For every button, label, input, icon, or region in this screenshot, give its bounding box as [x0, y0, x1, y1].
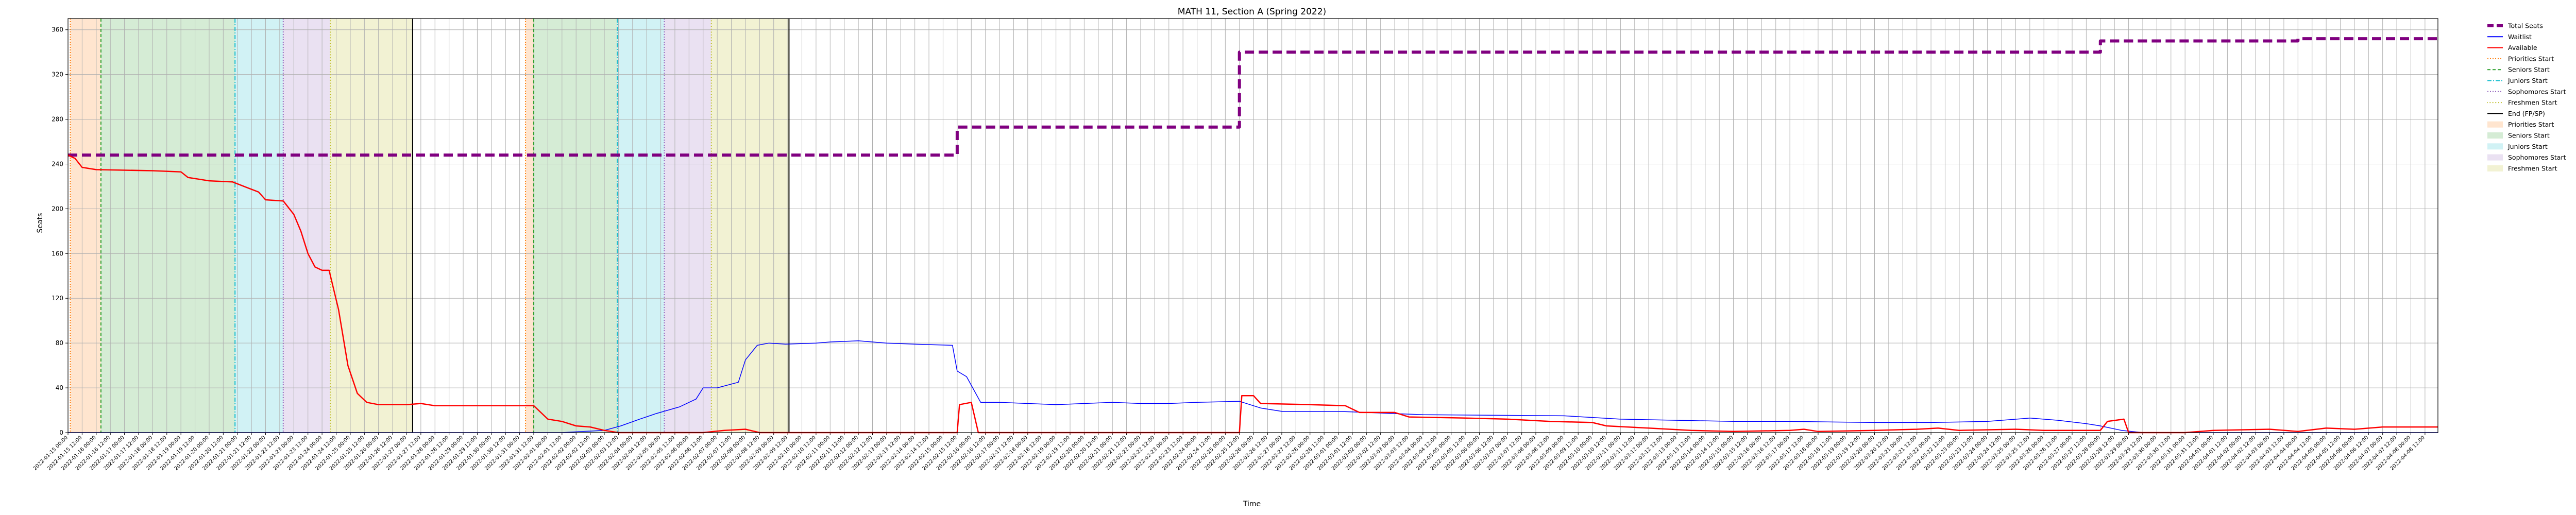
y-tick-label: 280 — [52, 116, 63, 123]
legend-label: Seniors Start — [2508, 132, 2550, 140]
axes-frame — [67, 18, 2438, 433]
period-band-priorities — [526, 19, 534, 433]
y-tick-label: 240 — [52, 160, 63, 167]
y-tick-label: 160 — [52, 250, 63, 257]
period-band-sophomores — [664, 19, 711, 433]
period-band-freshmen — [330, 19, 413, 433]
period-band-sophomores — [283, 19, 331, 433]
period-band-seniors — [100, 19, 235, 433]
legend-label: Freshmen Start — [2508, 99, 2557, 107]
y-tick-label: 360 — [52, 26, 63, 33]
period-band-juniors — [617, 19, 665, 433]
x-axis-label: Time — [1243, 500, 1261, 508]
legend: Total Seats Waitlist Available Priorities S… — [2487, 22, 2566, 172]
period-band-priorities — [70, 19, 101, 433]
legend-label: Priorities Start — [2508, 121, 2554, 128]
period-band-seniors — [534, 19, 618, 433]
legend-swatch-patch — [2487, 154, 2503, 161]
legend-swatch-patch — [2487, 121, 2503, 128]
legend-label: Seniors Start — [2508, 66, 2550, 74]
y-tick-label: 0 — [59, 429, 63, 436]
legend-label: Available — [2508, 44, 2537, 52]
y-tick-label: 200 — [52, 205, 63, 212]
legend-label: Sophomores Start — [2508, 88, 2566, 95]
legend-label: Sophomores Start — [2508, 153, 2566, 161]
legend-label: End (FP/SP) — [2508, 110, 2545, 117]
legend-label: Total Seats — [2507, 22, 2543, 30]
legend-label: Juniors Start — [2507, 143, 2548, 150]
period-band-juniors — [235, 19, 283, 433]
y-tick-label: 80 — [56, 339, 63, 347]
plot-background — [68, 19, 2438, 433]
legend-swatch-patch — [2487, 143, 2503, 150]
y-tick-label: 320 — [52, 71, 63, 78]
series-waitlist — [68, 340, 2438, 433]
y-tick-label: 120 — [52, 295, 63, 302]
legend-swatch-patch — [2487, 165, 2503, 171]
y-tick-label: 40 — [56, 384, 63, 391]
series-available — [67, 154, 2438, 434]
legend-label: Freshmen Start — [2508, 164, 2557, 172]
series-total-seats — [68, 37, 2438, 157]
legend-label: Juniors Start — [2507, 77, 2548, 84]
period-band-freshmen — [711, 19, 789, 433]
y-axis-label: Seats — [36, 213, 44, 233]
legend-swatch-patch — [2487, 132, 2503, 139]
legend-label: Priorities Start — [2508, 55, 2554, 62]
legend-label: Waitlist — [2508, 33, 2532, 41]
chart-title: MATH 11, Section A (Spring 2022) — [1178, 7, 1326, 17]
